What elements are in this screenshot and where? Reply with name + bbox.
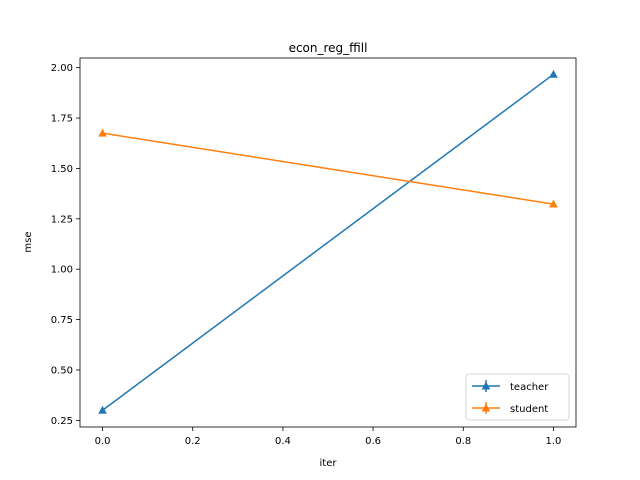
plot-frame <box>79 57 577 428</box>
series-line-teacher <box>102 73 554 411</box>
y-tick-label: 1.50 <box>51 164 73 175</box>
legend-label-teacher: teacher <box>510 382 549 393</box>
y-tick-label: 0.25 <box>51 416 73 427</box>
y-tick-label: 1.00 <box>51 265 73 276</box>
data-point-student <box>98 128 107 137</box>
x-tick-label: 0.2 <box>185 436 201 447</box>
x-tick-label: 0.6 <box>365 436 381 447</box>
plot-series <box>98 69 558 414</box>
legend-marker-teacher <box>481 381 491 390</box>
data-point-teacher <box>549 69 558 78</box>
y-axis-ticks: 0.25 0.50 0.75 1.00 1.25 1.50 1.75 2.00 <box>51 63 80 427</box>
data-point-teacher <box>98 405 107 414</box>
series-line-student <box>102 132 554 205</box>
x-axis-label: iter <box>320 458 338 469</box>
data-point-student <box>549 199 558 208</box>
legend-marker-student <box>481 403 491 412</box>
x-tick-label: 1.0 <box>546 436 562 447</box>
legend-label-student: student <box>510 404 548 415</box>
y-tick-label: 0.75 <box>51 315 73 326</box>
y-tick-label: 1.75 <box>51 114 73 125</box>
y-tick-label: 0.50 <box>51 365 73 376</box>
x-axis-ticks: 0.0 0.2 0.4 0.6 0.8 1.0 <box>95 427 562 447</box>
y-axis-label: mse <box>23 231 34 252</box>
chart-title: econ_reg_ffill <box>289 41 368 55</box>
x-tick-label: 0.4 <box>275 436 291 447</box>
y-tick-label: 2.00 <box>51 63 73 74</box>
x-tick-label: 0.0 <box>95 436 111 447</box>
x-tick-label: 0.8 <box>455 436 471 447</box>
legend: teacher student <box>465 373 570 421</box>
y-tick-label: 1.25 <box>51 214 73 225</box>
